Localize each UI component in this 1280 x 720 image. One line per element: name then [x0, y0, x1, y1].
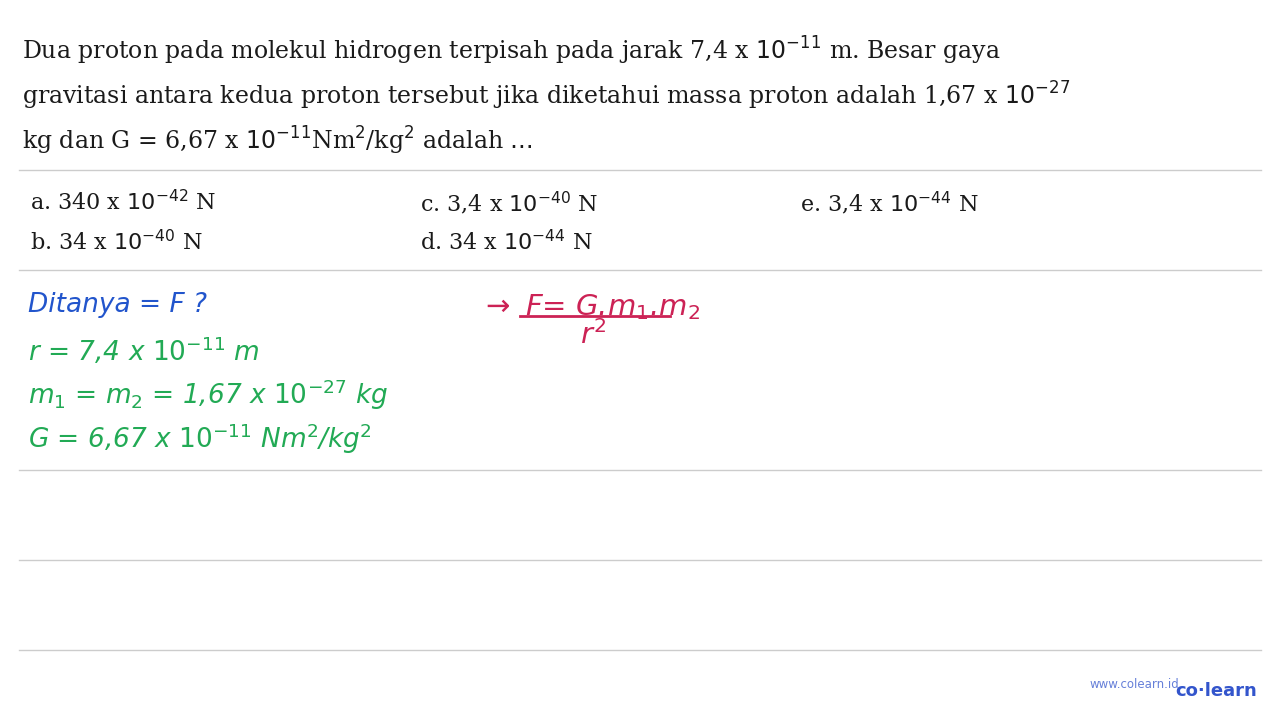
Text: gravitasi antara kedua proton tersebut jika diketahui massa proton adalah 1,67 x: gravitasi antara kedua proton tersebut j…	[22, 80, 1070, 112]
Text: Dua proton pada molekul hidrogen terpisah pada jarak 7,4 x $10^{-11}$ m. Besar g: Dua proton pada molekul hidrogen terpisa…	[22, 35, 1001, 67]
Text: www.colearn.id: www.colearn.id	[1091, 678, 1180, 691]
Text: G = 6,67 x $10^{-11}$ Nm$^2$/kg$^2$: G = 6,67 x $10^{-11}$ Nm$^2$/kg$^2$	[28, 421, 371, 456]
Text: $r^2$: $r^2$	[580, 320, 607, 350]
Text: $m_1$ = $m_2$ = 1,67 x $10^{-27}$ kg: $m_1$ = $m_2$ = 1,67 x $10^{-27}$ kg	[28, 378, 388, 413]
Text: Ditanya = F ?: Ditanya = F ?	[28, 292, 207, 318]
Text: d. 34 x $10^{-44}$ N: d. 34 x $10^{-44}$ N	[420, 230, 593, 255]
Text: kg dan G = 6,67 x $10^{-11}$Nm$^2$/kg$^2$ adalah $\ldots$: kg dan G = 6,67 x $10^{-11}$Nm$^2$/kg$^2…	[22, 125, 532, 157]
Text: co·learn: co·learn	[1175, 682, 1257, 700]
Text: c. 3,4 x $10^{-40}$ N: c. 3,4 x $10^{-40}$ N	[420, 190, 598, 217]
Text: e. 3,4 x $10^{-44}$ N: e. 3,4 x $10^{-44}$ N	[800, 190, 979, 217]
Text: a. 340 x $10^{-42}$ N: a. 340 x $10^{-42}$ N	[29, 190, 216, 215]
Text: $\rightarrow$ F= G.$m_1$.$m_2$: $\rightarrow$ F= G.$m_1$.$m_2$	[480, 292, 700, 322]
Text: b. 34 x $10^{-40}$ N: b. 34 x $10^{-40}$ N	[29, 230, 204, 255]
Text: r = 7,4 x $10^{-11}$ m: r = 7,4 x $10^{-11}$ m	[28, 335, 260, 366]
